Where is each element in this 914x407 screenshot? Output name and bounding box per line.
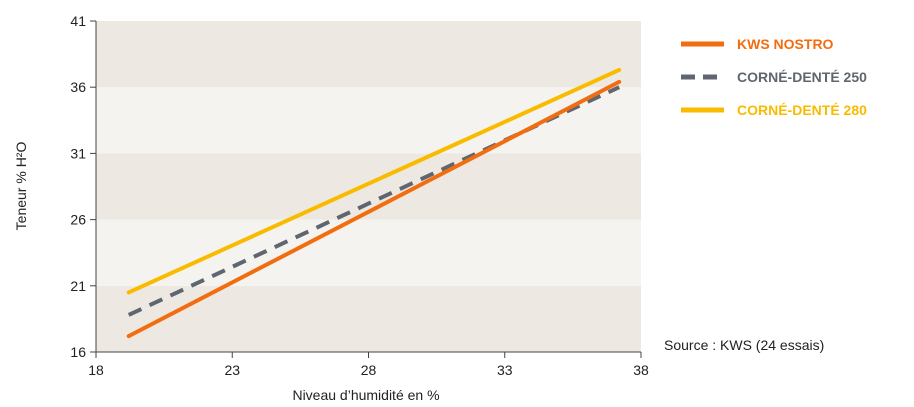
y-ticks: 16 21 26 31 36 41 xyxy=(70,13,96,360)
y-tick-label: 31 xyxy=(70,145,86,161)
x-tick-label: 38 xyxy=(633,362,649,378)
plot-background-bands xyxy=(96,21,641,352)
y-tick-label: 26 xyxy=(70,212,86,228)
y-axis-label: Teneur % H²O xyxy=(13,142,29,231)
series-layer xyxy=(126,67,622,339)
series-line-0 xyxy=(126,79,622,339)
x-tick-label: 33 xyxy=(497,362,513,378)
grid-band xyxy=(96,285,641,352)
x-axis-label: Niveau d’humidité en % xyxy=(292,387,439,403)
x-tick-label: 23 xyxy=(224,362,240,378)
x-ticks: 18 23 28 33 38 xyxy=(88,352,649,378)
x-tick-label: 28 xyxy=(361,362,377,378)
y-tick-label: 41 xyxy=(70,13,86,29)
grid-band xyxy=(96,219,641,286)
x-tick-label: 18 xyxy=(88,362,104,378)
legend-label: CORNÉ-DENTÉ 280 xyxy=(737,102,867,118)
legend: KWS NOSTRO CORNÉ-DENTÉ 250 CORNÉ-DENTÉ 280 xyxy=(681,36,867,118)
legend-label: KWS NOSTRO xyxy=(737,36,834,52)
grid-band xyxy=(96,21,641,88)
source-note: Source : KWS (24 essais) xyxy=(664,337,824,353)
series-line-2 xyxy=(126,67,622,295)
grid-band xyxy=(96,153,641,220)
y-tick-label: 16 xyxy=(70,344,86,360)
y-tick-label: 21 xyxy=(70,278,86,294)
y-tick-label: 36 xyxy=(70,79,86,95)
legend-label: CORNÉ-DENTÉ 250 xyxy=(737,69,867,85)
